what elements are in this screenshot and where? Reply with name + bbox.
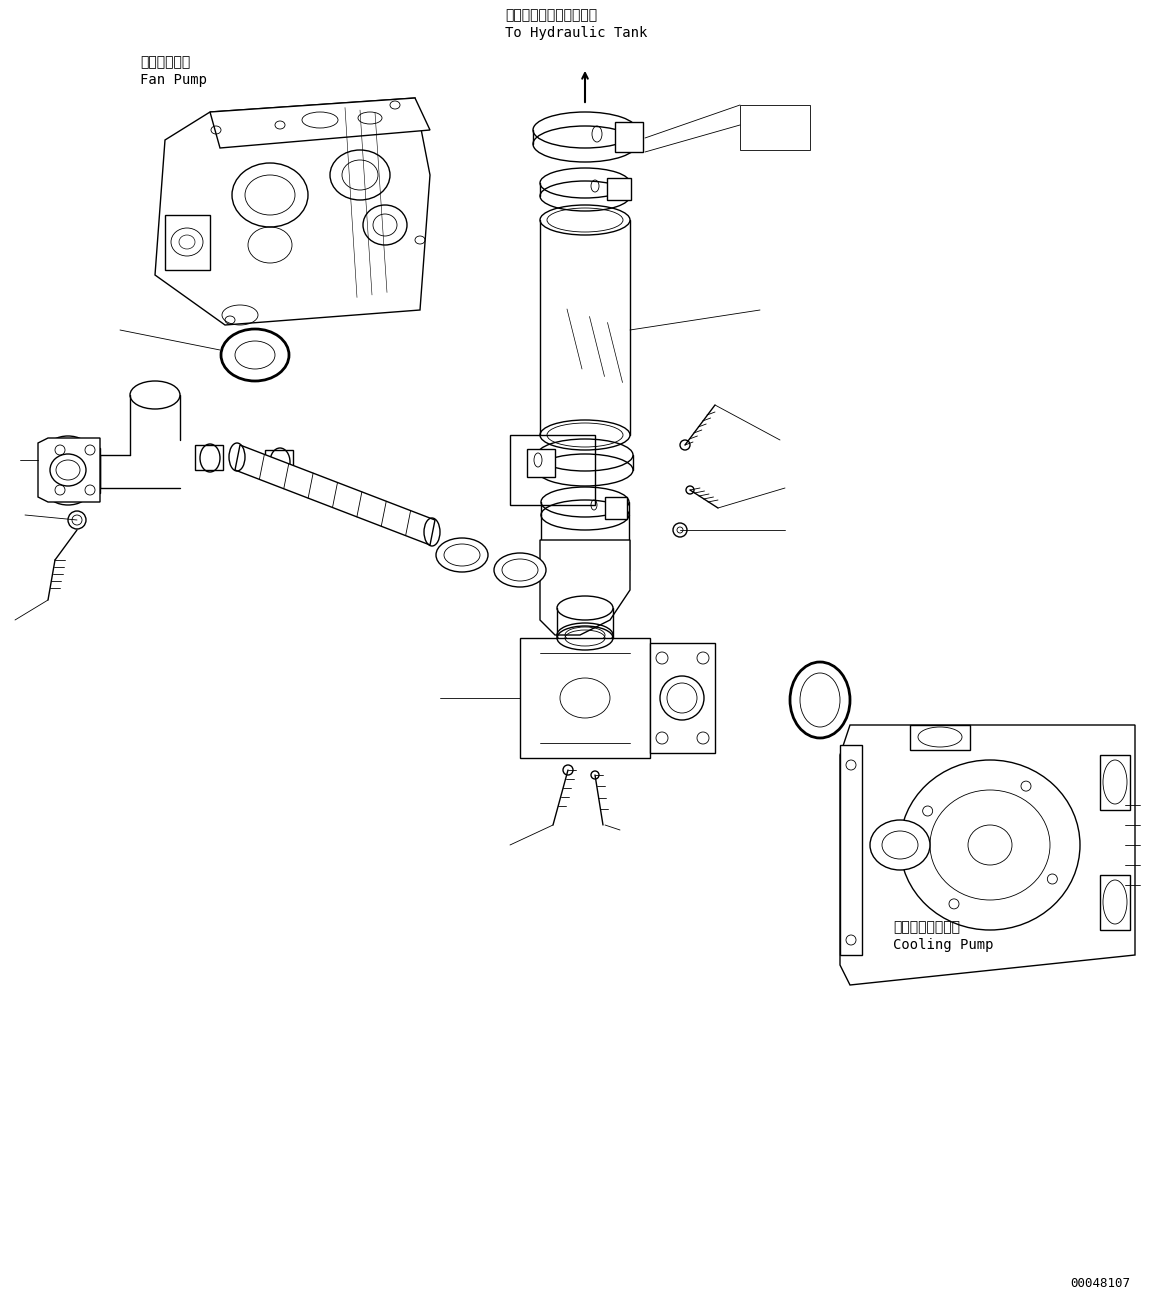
Text: Fan Pump: Fan Pump (140, 74, 207, 87)
Polygon shape (211, 99, 430, 148)
Bar (840, 745, 862, 955)
Polygon shape (155, 99, 430, 325)
Bar (650, 643, 715, 753)
Text: クーリングポンプ: クーリングポンプ (893, 920, 959, 934)
Text: ファンポンプ: ファンポンプ (140, 55, 191, 70)
Bar (607, 177, 632, 200)
Bar (740, 105, 809, 150)
Text: Cooling Pump: Cooling Pump (893, 938, 993, 953)
Bar (1100, 875, 1130, 930)
Ellipse shape (870, 820, 930, 870)
Ellipse shape (494, 553, 545, 587)
Text: To Hydraulic Tank: To Hydraulic Tank (505, 26, 648, 39)
Bar (165, 215, 211, 269)
Bar (527, 449, 555, 477)
Ellipse shape (130, 381, 180, 409)
Bar (265, 449, 293, 474)
Ellipse shape (48, 436, 88, 460)
Bar (605, 497, 627, 519)
Bar (520, 639, 650, 758)
Polygon shape (840, 725, 1135, 986)
Polygon shape (67, 448, 100, 493)
Bar (1100, 756, 1130, 809)
Ellipse shape (900, 759, 1080, 930)
Polygon shape (235, 445, 435, 545)
Text: ハイドロリックタンクへ: ハイドロリックタンクへ (505, 8, 597, 22)
Text: 00048107: 00048107 (1070, 1277, 1130, 1290)
Polygon shape (540, 540, 630, 635)
Ellipse shape (790, 662, 850, 738)
Bar (195, 445, 223, 470)
Ellipse shape (436, 537, 488, 572)
Bar (909, 725, 970, 750)
Ellipse shape (221, 328, 288, 381)
Bar (615, 122, 643, 152)
Polygon shape (38, 438, 100, 502)
Ellipse shape (48, 481, 88, 505)
